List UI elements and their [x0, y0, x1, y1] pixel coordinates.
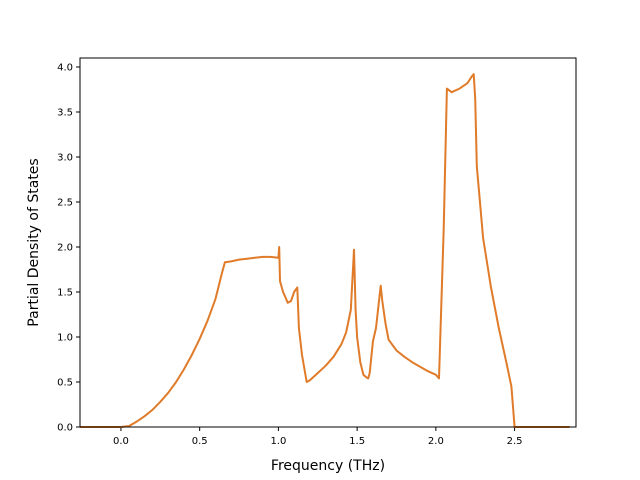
y-tick-label: 0.0: [57, 423, 73, 434]
x-tick-label: 2.0: [428, 436, 444, 447]
y-tick-label: 1.0: [57, 333, 73, 344]
series-line: [80, 73, 570, 428]
x-tick-label: 1.0: [270, 436, 286, 447]
y-axis-label: Partial Density of States: [26, 158, 42, 326]
y-tick-label: 2.5: [57, 198, 73, 209]
x-tick-label: 2.5: [507, 436, 523, 447]
y-axis-ticks: 0.0 0.5 1.0 1.5 2.0 2.5 3.0 3.5 4.0: [57, 63, 80, 434]
x-tick-label: 0.5: [192, 436, 208, 447]
x-tick-label: 0.0: [113, 436, 129, 447]
x-axis-ticks: 0.0 0.5 1.0 1.5 2.0 2.5: [113, 427, 523, 447]
y-tick-label: 3.0: [57, 153, 73, 164]
x-axis-label: Frequency (THz): [271, 458, 385, 474]
y-tick-label: 0.5: [57, 378, 73, 389]
x-tick-label: 1.5: [349, 436, 365, 447]
y-tick-label: 1.5: [57, 288, 73, 299]
plot-frame: [79, 57, 577, 428]
y-tick-label: 2.0: [57, 243, 73, 254]
y-tick-label: 3.5: [57, 108, 73, 119]
y-tick-label: 4.0: [57, 63, 73, 74]
